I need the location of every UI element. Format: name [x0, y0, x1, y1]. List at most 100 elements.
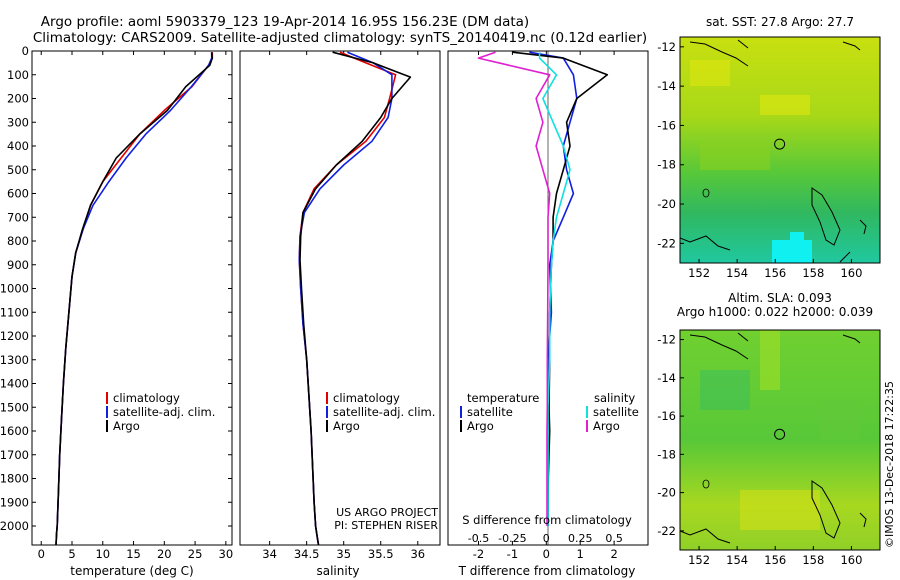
title-line-2: Climatology: CARS2009. Satellite-adjuste…: [33, 30, 647, 46]
x-tick-label: 5: [68, 547, 75, 561]
series-line-s-argo: [477, 51, 551, 526]
depth-tick-label: 100: [7, 68, 29, 82]
sla-map: Altim. SLA: 0.093 Argo h1000: 0.022 h200…: [657, 291, 881, 567]
lat-tick-label: -18: [657, 447, 676, 461]
x-tick-label: 20: [157, 547, 172, 561]
depth-tick-label: 600: [7, 187, 29, 201]
depth-tick-label: 1300: [0, 353, 29, 367]
x-tick-label: 0: [543, 547, 550, 561]
lon-tick-label: 154: [726, 266, 748, 280]
temperature-plot-frame: [31, 50, 233, 546]
depth-tick-label: 1800: [0, 472, 29, 486]
lon-tick-label: 160: [840, 266, 862, 280]
series-line-argo: [55, 52, 214, 546]
lat-tick-label: -16: [657, 118, 676, 132]
sst-map-frame: [679, 36, 881, 264]
sla-map-ticks: 152 154 156 158 160 -12 -14 -16 -18 -20 -22: [657, 333, 862, 567]
lon-tick-label: 160: [840, 553, 862, 567]
reef-outline: [702, 479, 710, 489]
s-tick-label: -0.5: [468, 532, 489, 545]
title-line-1: Argo profile: aoml 5903379_123 19-Apr-20…: [41, 14, 529, 30]
coastline: [680, 332, 867, 544]
sst-patch: [700, 140, 770, 170]
s-tick-label: 0.5: [605, 532, 623, 545]
depth-tick-label: 1000: [0, 282, 29, 296]
s-tick-label: 0.25: [568, 532, 593, 545]
lon-tick-label: 158: [802, 266, 824, 280]
legend-label: Argo: [467, 419, 494, 433]
lon-tick-label: 154: [726, 553, 748, 567]
depth-tick-label: 1200: [0, 329, 29, 343]
legend-label: climatology: [113, 391, 180, 405]
sst-cold-patch: [772, 240, 812, 263]
sla-map-frame: [679, 329, 881, 551]
depth-tick-label: 900: [7, 258, 29, 272]
x-tick-label: 10: [95, 547, 110, 561]
lat-tick-label: -22: [657, 524, 676, 538]
s-difference-axis-label: S difference from climatology: [462, 513, 632, 527]
sla-patch: [820, 400, 860, 440]
lat-tick-label: -12: [657, 40, 676, 54]
argo-location-marker: [774, 138, 786, 150]
depth-tick-label: 300: [7, 115, 29, 129]
series-line-s-satellite: [538, 52, 571, 526]
temperature-lines: [55, 52, 214, 546]
x-tick-label: 34: [262, 547, 277, 561]
pi-annotation: PI: STEPHEN RISER: [334, 519, 438, 532]
legend-label: climatology: [333, 391, 400, 405]
sst-map-title: sat. SST: 27.8 Argo: 27.7: [706, 15, 854, 29]
sst-map-ticks: 152 154 156 158 160 -12 -14 -16 -18 -20 -22: [657, 40, 862, 280]
coastline: [680, 39, 867, 263]
x-tick-label: 34.5: [294, 547, 320, 561]
depth-tick-label: 1600: [0, 424, 29, 438]
x-tick-label: 0: [38, 547, 45, 561]
series-line-satellite-adj-clim-: [55, 52, 213, 546]
depth-tick-label: 400: [7, 139, 29, 153]
salinity-legend: climatology satellite-adj. clim. Argo: [326, 391, 435, 433]
depth-tick-label: 700: [7, 210, 29, 224]
lon-tick-label: 152: [688, 266, 710, 280]
depth-axis-ticks: 0 100 200 300 400 500 600 700 800 900 1000 1100 1200…: [0, 44, 232, 533]
lat-tick-label: -16: [657, 409, 676, 423]
depth-tick-label: 1100: [0, 305, 29, 319]
x-tick-label: -2: [473, 547, 484, 561]
depth-tick-label: 1500: [0, 400, 29, 414]
legend-title-salinity: salinity: [594, 391, 635, 405]
lon-tick-label: 156: [764, 553, 786, 567]
legend-label: Argo: [333, 419, 360, 433]
series-line-climatology: [298, 51, 397, 546]
depth-tick-label: 2000: [0, 519, 29, 533]
sst-patch: [690, 60, 730, 86]
depth-tick-label: 1400: [0, 377, 29, 391]
difference-panel: -2 -1 0 1 2 -0.5 -0.25 0 0.25 0.5 S difference f…: [447, 50, 649, 578]
s-difference-axis-ticks: -0.5 -0.25 0 0.25 0.5: [468, 532, 623, 545]
legend-label: satellite: [467, 405, 513, 419]
lat-tick-label: -20: [657, 486, 676, 500]
t-difference-axis-ticks: -2 -1 0 1 2: [473, 51, 618, 561]
x-tick-label: 35: [336, 547, 351, 561]
legend-label: satellite: [593, 405, 639, 419]
s-tick-label: -0.25: [498, 532, 526, 545]
project-annotation: US ARGO PROJECT: [336, 506, 438, 519]
depth-tick-label: 200: [7, 92, 29, 106]
temperature-legend: climatology satellite-adj. clim. Argo: [106, 391, 215, 433]
series-line-t-argo: [512, 51, 609, 526]
sla-patch: [740, 490, 820, 530]
sla-patch: [700, 370, 750, 410]
sst-map: sat. SST: 27.8 Argo: 27.7 152 154 156 158 16…: [657, 15, 881, 280]
x-tick-label: -1: [507, 547, 518, 561]
lat-tick-label: -22: [657, 236, 676, 250]
lon-tick-label: 156: [764, 266, 786, 280]
imos-imprint: ©IMOS 13-Dec-2018 17:22:35: [883, 381, 896, 548]
s-tick-label: 0: [543, 532, 550, 545]
difference-lines: [477, 51, 609, 526]
depth-tick-label: 800: [7, 234, 29, 248]
legend-label: Argo: [113, 419, 140, 433]
reef-outline: [702, 188, 710, 198]
lon-tick-label: 158: [802, 553, 824, 567]
salinity-panel: 34 34.5 35 35.5 36 salinity climatology sate…: [239, 50, 441, 578]
lat-tick-label: -12: [657, 333, 676, 347]
salinity-axis-ticks: 34 34.5 35 35.5 36: [262, 51, 425, 561]
sst-patch: [760, 95, 810, 115]
